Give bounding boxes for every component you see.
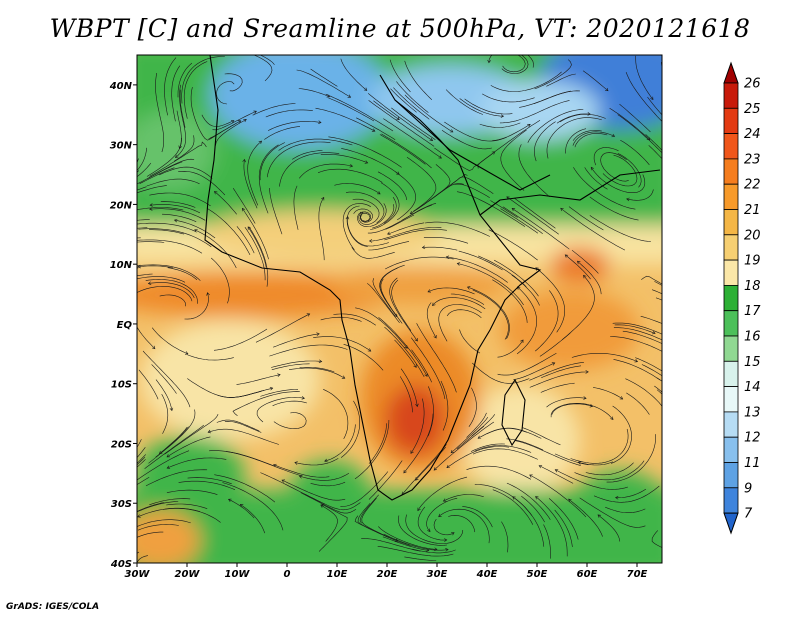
lat-label: 40S xyxy=(110,559,132,570)
lat-label: 20S xyxy=(111,439,132,450)
lat-label: 30S xyxy=(111,499,132,510)
colorbar-label: 12 xyxy=(744,431,761,446)
colorbar-label: 17 xyxy=(744,304,761,319)
lat-label: 10N xyxy=(110,260,133,271)
colorbar-segment xyxy=(723,234,739,261)
colorbar-segment xyxy=(723,158,739,185)
lon-label: 0 xyxy=(284,569,291,580)
colorbar-bottom-arrow xyxy=(723,512,739,535)
colorbar-label: 11 xyxy=(744,456,761,471)
colorbar-top-arrow xyxy=(723,61,739,84)
lat-label: 30N xyxy=(110,141,133,152)
credit-text: GrADS: IGES/COLA xyxy=(6,602,100,612)
lon-label: 40E xyxy=(476,569,498,580)
lon-label: 20E xyxy=(377,569,398,580)
colorbar: 26 25 24 23 22 21 20 19 18 17 16 15 14 13 12 11 9 7 xyxy=(723,61,761,535)
lon-label: 70E xyxy=(627,569,648,580)
colorbar-label: 7 xyxy=(744,507,753,522)
colorbar-segment xyxy=(723,209,739,236)
colorbar-segment xyxy=(723,133,739,160)
lat-label: 10S xyxy=(111,380,132,391)
colorbar-segment xyxy=(723,487,739,514)
colorbar-label: 18 xyxy=(744,279,761,294)
axis-labels: 30W 20W 10W 0 10E 20E 30E 40E 50E 60E 70E 40N 30N 20N… xyxy=(109,81,648,580)
lon-label: 60E xyxy=(577,569,598,580)
colorbar-segment xyxy=(723,259,739,286)
lon-label: 30E xyxy=(427,569,448,580)
lon-label: 10E xyxy=(327,569,348,580)
plot-frame xyxy=(136,54,663,564)
lon-label: 30W xyxy=(125,569,151,580)
lat-label: 40N xyxy=(109,81,133,92)
lon-label: 10W xyxy=(225,569,251,580)
colorbar-segment xyxy=(723,310,739,337)
lon-label: 50E xyxy=(527,569,548,580)
colorbar-segment xyxy=(723,386,739,413)
lon-label: 20W xyxy=(175,569,201,580)
colorbar-label: 15 xyxy=(744,355,761,370)
wbpt-field xyxy=(137,55,662,563)
coastlines xyxy=(204,55,661,501)
colorbar-label: 21 xyxy=(744,203,761,218)
colorbar-label: 16 xyxy=(744,330,761,345)
colorbar-label: 14 xyxy=(744,380,761,395)
lat-label: EQ xyxy=(117,320,133,331)
colorbar-label: 9 xyxy=(744,481,752,496)
colorbar-label: 23 xyxy=(744,152,761,167)
colorbar-label: 25 xyxy=(744,102,761,117)
colorbar-label: 19 xyxy=(744,254,761,269)
colorbar-segment xyxy=(723,107,739,135)
map-title: WBPT [C] and Sreamline at 500hPa, VT: 20… xyxy=(49,14,751,43)
colorbar-label: 20 xyxy=(744,228,761,243)
colorbar-segment xyxy=(723,284,739,312)
colorbar-segment xyxy=(723,335,739,362)
colorbar-label: 24 xyxy=(744,127,761,142)
colorbar-segment xyxy=(723,360,739,387)
colorbar-segment xyxy=(723,436,739,463)
colorbar-segment xyxy=(723,82,739,109)
colorbar-label: 22 xyxy=(744,178,761,193)
colorbar-label: 13 xyxy=(744,405,761,420)
colorbar-label: 26 xyxy=(744,77,761,92)
colorbar-segment xyxy=(723,411,739,438)
lat-label: 20N xyxy=(110,200,133,211)
colorbar-segment xyxy=(723,462,739,489)
colorbar-segment xyxy=(723,183,739,210)
